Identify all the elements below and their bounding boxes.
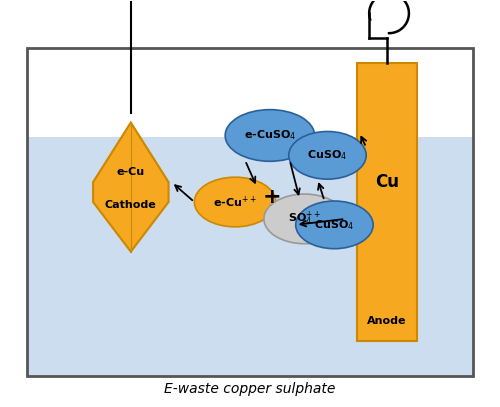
Ellipse shape	[288, 131, 366, 179]
Bar	[26, 48, 473, 376]
Ellipse shape	[225, 109, 314, 161]
Text: SO$_4^{++}$: SO$_4^{++}$	[288, 210, 321, 228]
Bar	[358, 63, 417, 341]
Bar	[26, 48, 473, 137]
Ellipse shape	[264, 194, 345, 244]
Bar	[26, 48, 473, 376]
Ellipse shape	[194, 177, 276, 227]
Text: Cathode: Cathode	[105, 200, 156, 210]
Ellipse shape	[296, 201, 373, 249]
Text: Cu: Cu	[375, 173, 399, 191]
Text: CuSO$_4$: CuSO$_4$	[314, 218, 354, 232]
Text: e-Cu: e-Cu	[117, 167, 145, 177]
Text: Anode: Anode	[368, 316, 407, 326]
Text: e-Cu$^{++}$: e-Cu$^{++}$	[213, 195, 257, 210]
Text: CuSO$_4$: CuSO$_4$	[308, 149, 348, 162]
Text: +: +	[262, 187, 281, 207]
Polygon shape	[93, 123, 168, 252]
Text: e-CuSO$_4$: e-CuSO$_4$	[244, 129, 296, 142]
Text: E-waste copper sulphate: E-waste copper sulphate	[164, 382, 336, 396]
